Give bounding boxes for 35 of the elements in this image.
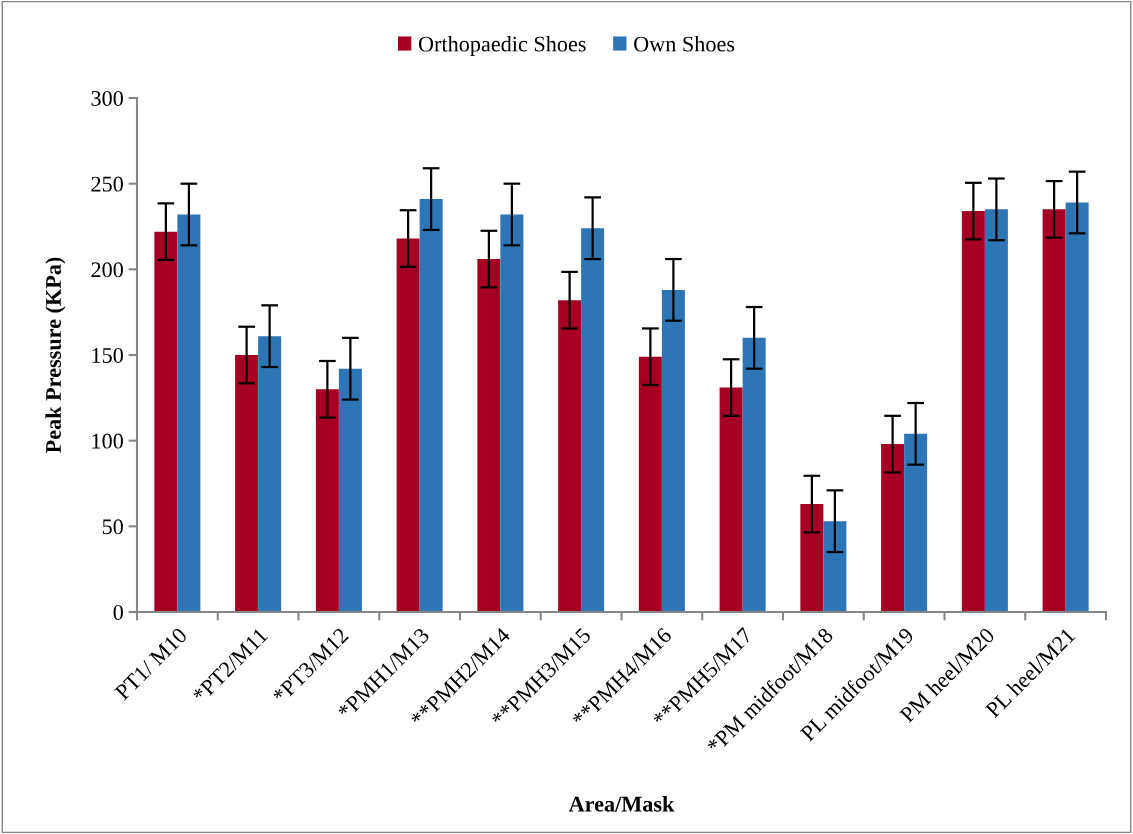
legend-label: Orthopaedic Shoes bbox=[418, 35, 586, 57]
bar bbox=[1065, 202, 1089, 612]
bar bbox=[177, 214, 201, 612]
bar bbox=[1042, 209, 1066, 612]
bar bbox=[558, 300, 582, 612]
y-axis-title: Peak Pressure (KPa) bbox=[45, 257, 66, 453]
bar bbox=[154, 231, 178, 612]
y-tick-label: 150 bbox=[92, 347, 123, 363]
bar bbox=[338, 368, 362, 612]
y-tick-label: 50 bbox=[102, 519, 123, 535]
y-tick-label: 300 bbox=[91, 90, 123, 106]
bar bbox=[984, 209, 1008, 612]
x-axis-title: Area/Mask bbox=[568, 796, 675, 812]
bar bbox=[500, 214, 524, 612]
bar bbox=[258, 336, 282, 612]
y-tick-label: 100 bbox=[92, 433, 123, 449]
bar bbox=[315, 389, 339, 612]
bar bbox=[742, 337, 766, 612]
bar bbox=[904, 433, 928, 612]
legend-label: Own Shoes bbox=[634, 35, 735, 52]
bar bbox=[396, 238, 420, 612]
bar bbox=[961, 211, 985, 612]
bar bbox=[581, 228, 605, 612]
bar bbox=[419, 199, 443, 612]
bar bbox=[823, 521, 847, 612]
bar bbox=[661, 289, 685, 612]
y-tick-label: 0 bbox=[113, 604, 123, 620]
bar bbox=[638, 356, 662, 612]
y-tick-label: 200 bbox=[91, 262, 123, 278]
bar bbox=[800, 504, 824, 612]
bar bbox=[719, 387, 743, 612]
bar bbox=[477, 259, 501, 612]
bar bbox=[881, 444, 905, 612]
y-tick-label: 250 bbox=[91, 176, 123, 192]
bar bbox=[235, 355, 259, 612]
